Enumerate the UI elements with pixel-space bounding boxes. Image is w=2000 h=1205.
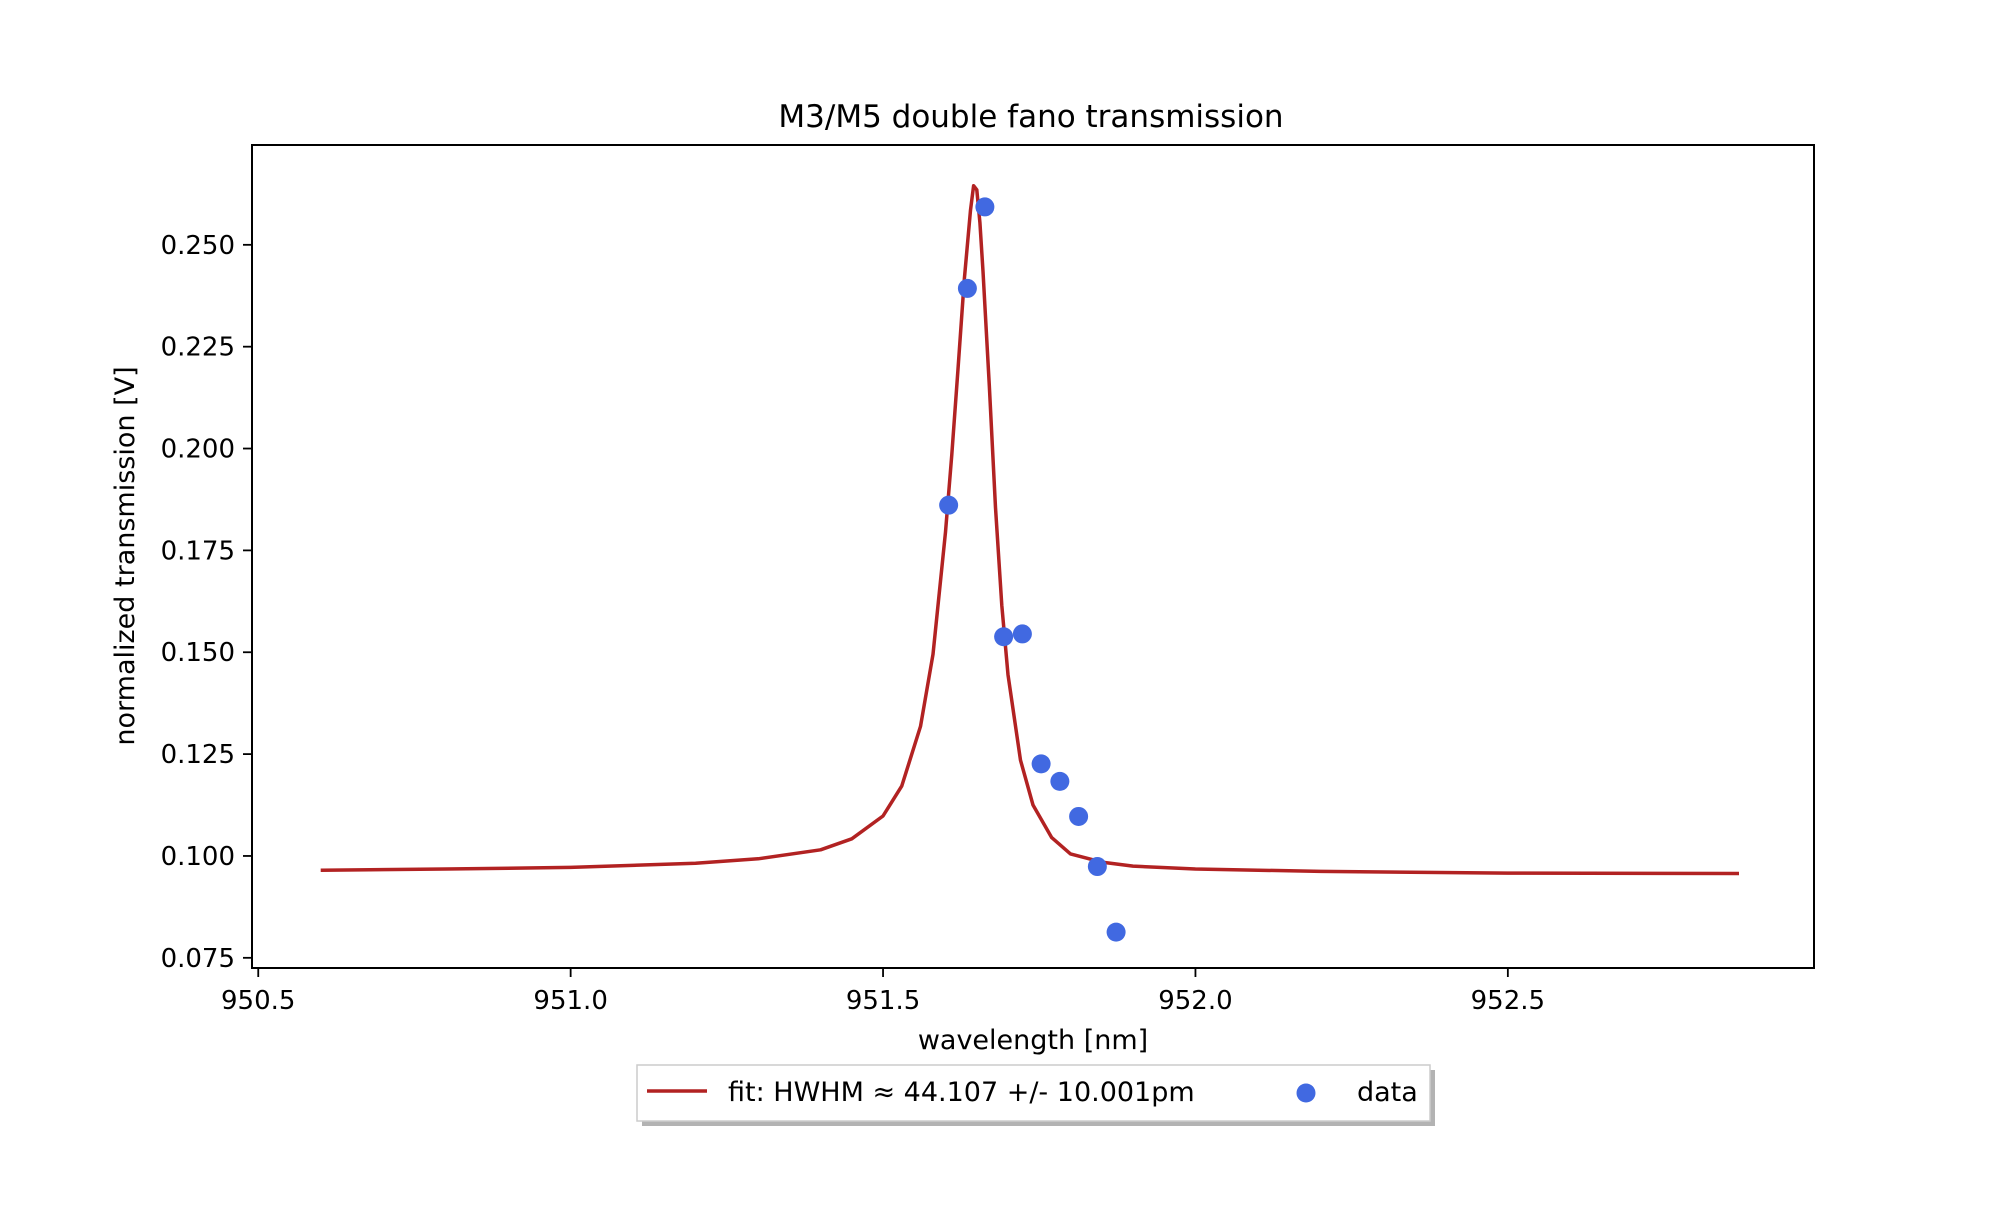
y-axis-label: normalized transmission [V] <box>110 366 141 745</box>
series-layer <box>320 183 1740 942</box>
legend-data-label: data <box>1357 1077 1418 1108</box>
data-point <box>957 278 977 298</box>
y-tick-label: 0.125 <box>161 740 235 770</box>
data-point <box>1069 806 1089 826</box>
axes-frame <box>251 144 1815 969</box>
data-point <box>1106 922 1126 942</box>
plot-area: 950.5 951.0 951.5 952.0 952.5 0.075 0.100 0.12… <box>161 144 1815 1016</box>
legend-fit-label: fit: HWHM ≈ 44.107 +/- 10.001pm <box>728 1077 1195 1108</box>
y-tick-label: 0.200 <box>161 435 235 465</box>
data-point <box>994 627 1014 647</box>
data-point <box>1031 754 1051 774</box>
x-tick-label: 951.0 <box>533 986 607 1016</box>
y-tick-label: 0.100 <box>161 842 235 872</box>
y-tick-label: 0.250 <box>161 231 235 261</box>
legend: fit: HWHM ≈ 44.107 +/- 10.001pm data <box>636 1064 1435 1126</box>
y-tick-label: 0.225 <box>161 333 235 363</box>
data-point <box>1087 857 1107 877</box>
chart-title: M3/M5 double fano transmission <box>778 99 1283 135</box>
data-point <box>1050 771 1070 791</box>
x-axis-ticks: 950.5 951.0 951.5 952.0 952.5 <box>221 968 1545 1016</box>
y-tick-label: 0.150 <box>161 638 235 668</box>
data-point <box>1012 624 1032 644</box>
y-axis-ticks: 0.075 0.100 0.125 0.150 0.175 0.200 0.225 0.250 <box>161 231 252 974</box>
x-tick-label: 950.5 <box>221 986 295 1016</box>
x-tick-label: 952.0 <box>1158 986 1232 1016</box>
x-axis-label: wavelength [nm] <box>918 1025 1148 1056</box>
y-tick-label: 0.175 <box>161 536 235 566</box>
legend-data-swatch <box>1296 1083 1316 1103</box>
x-tick-label: 952.5 <box>1471 986 1545 1016</box>
data-point <box>939 495 959 515</box>
fit-curve <box>320 183 1740 876</box>
y-tick-label: 0.075 <box>161 944 235 974</box>
x-tick-label: 951.5 <box>846 986 920 1016</box>
data-point <box>975 197 995 217</box>
